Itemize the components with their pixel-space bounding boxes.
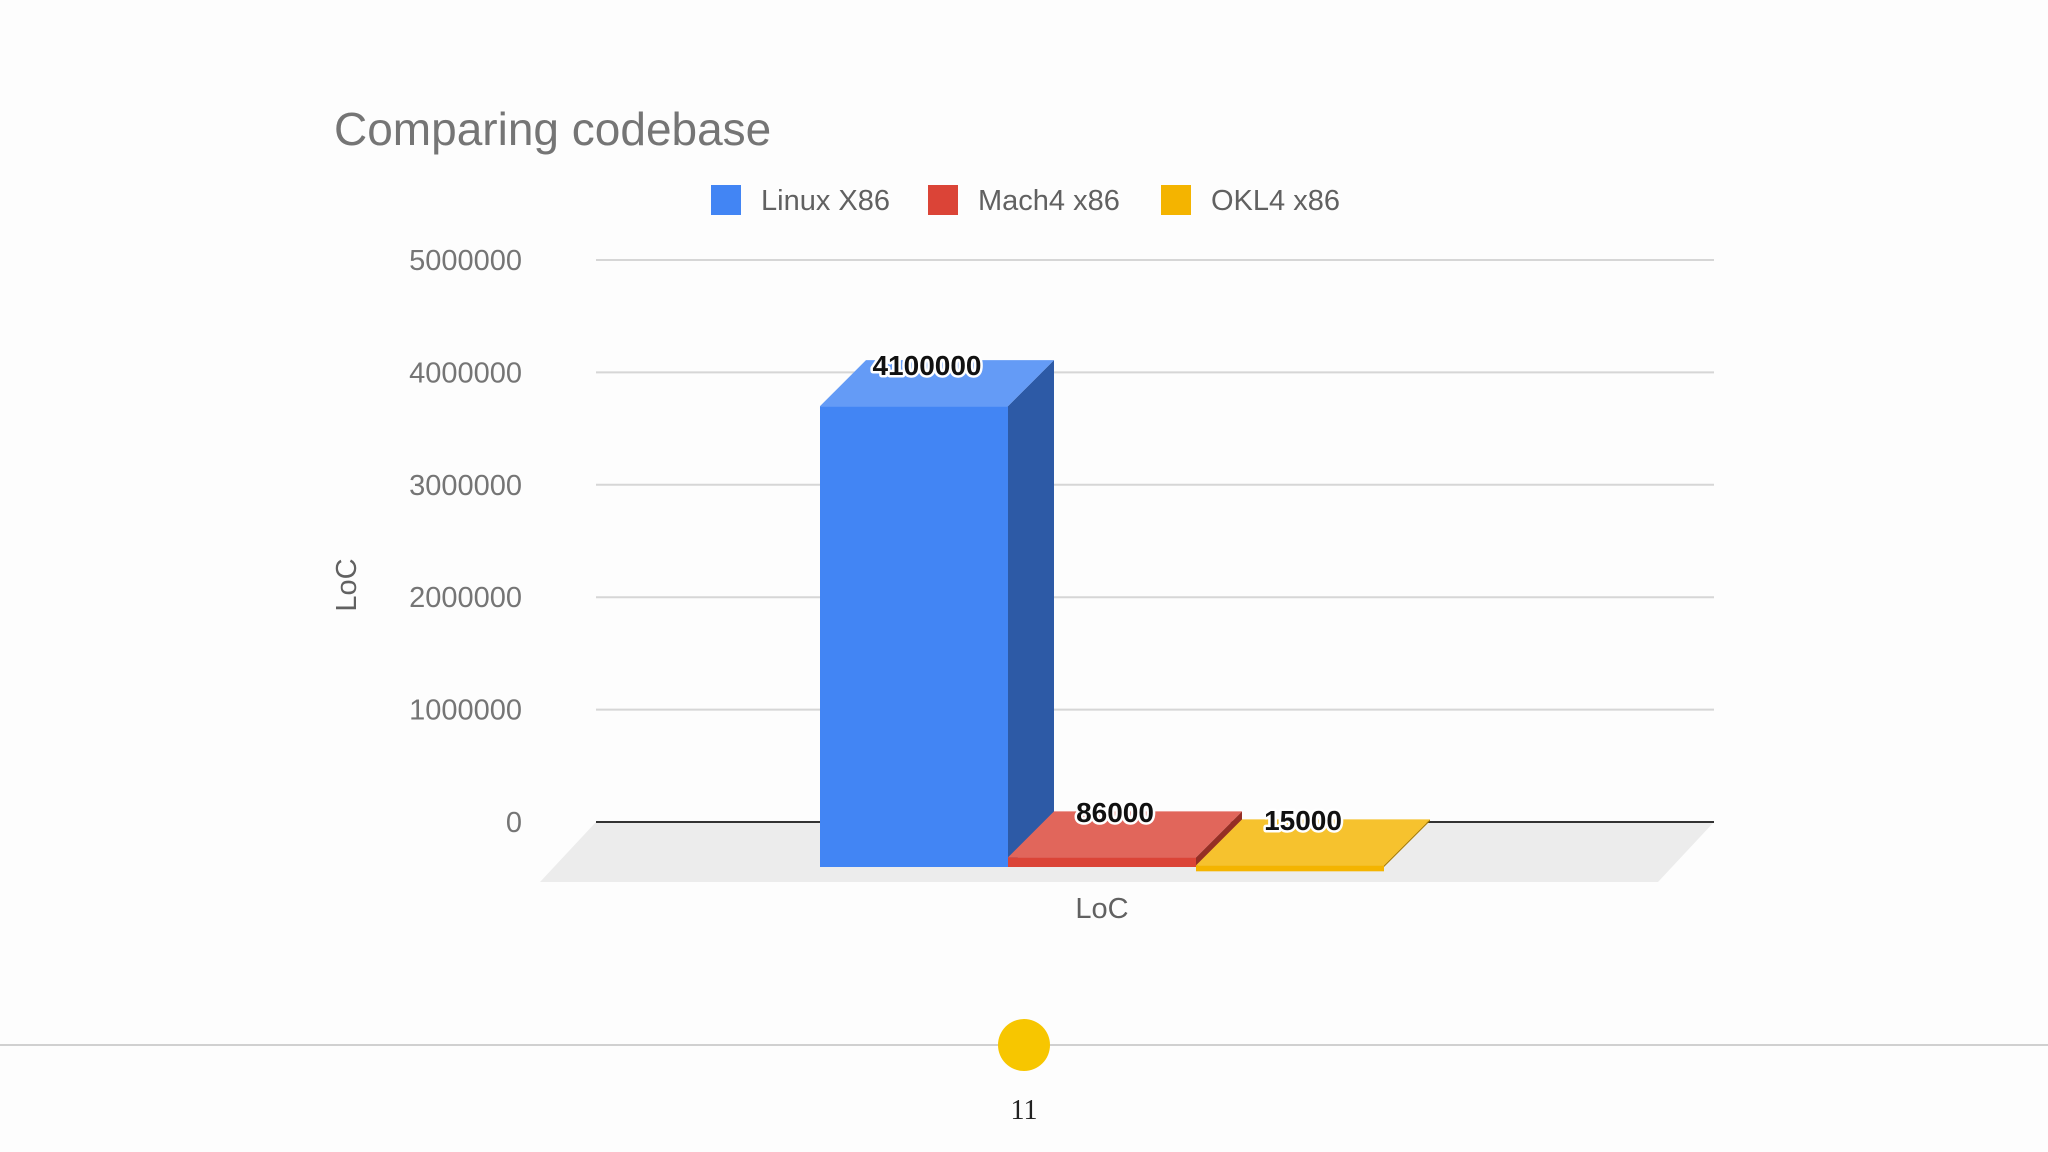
- legend-swatch: [1161, 185, 1191, 215]
- bar-top: [1196, 819, 1430, 866]
- chart-legend: Linux X86 Mach4 x86 OKL4 x86: [711, 185, 1340, 217]
- data-labels: 4100000 86000 15000: [870, 348, 1344, 839]
- bars: [820, 360, 1430, 872]
- bar: [820, 360, 1054, 867]
- bar-side: [1008, 360, 1054, 867]
- y-tick-label: 3000000: [409, 470, 522, 502]
- y-axis-ticks: 0 1000000 2000000 3000000 4000000 5000000: [409, 245, 522, 839]
- chart-title: Comparing codebase: [334, 103, 771, 155]
- bar-front: [1008, 857, 1196, 867]
- data-label: 15000: [1264, 805, 1342, 836]
- bar-top: [820, 360, 1054, 407]
- y-tick-label: 1000000: [409, 695, 522, 727]
- y-tick-label: 2000000: [409, 582, 522, 614]
- data-label: 86000: [1076, 797, 1154, 828]
- bar-top: [1008, 811, 1242, 858]
- y-tick-label: 4000000: [409, 357, 522, 389]
- x-axis-label: LoC: [1075, 893, 1128, 925]
- legend-swatch: [711, 185, 741, 215]
- bar: [1008, 811, 1242, 867]
- legend-label: Linux X86: [761, 185, 890, 217]
- page-number: 11: [1010, 1095, 1038, 1126]
- bar-side: [1384, 819, 1430, 867]
- data-label: 4100000: [872, 350, 981, 381]
- y-tick-label: 5000000: [409, 245, 522, 277]
- legend-label: Mach4 x86: [978, 185, 1120, 217]
- y-axis-label: LoC: [331, 558, 363, 611]
- bar-front: [820, 406, 1008, 867]
- legend-label: OKL4 x86: [1211, 185, 1340, 217]
- footer-dot: [998, 1019, 1050, 1071]
- bar: [1196, 819, 1430, 872]
- bar-front: [1196, 865, 1384, 872]
- legend-swatch: [928, 185, 958, 215]
- gridlines: [596, 259, 1714, 711]
- y-tick-label: 0: [506, 807, 522, 839]
- bar-side: [1196, 811, 1242, 867]
